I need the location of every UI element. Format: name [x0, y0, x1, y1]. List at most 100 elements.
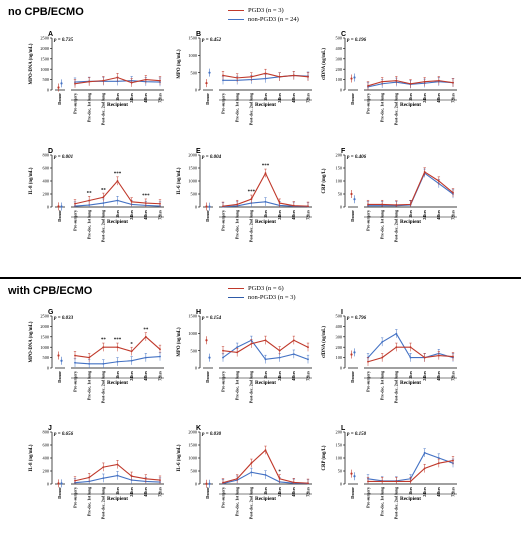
x-tick-label: 24hrs	[129, 93, 134, 103]
panel-letter: G	[48, 309, 54, 316]
significance-stars: ***	[262, 164, 270, 169]
x-tick-label: 3hrs	[115, 371, 120, 379]
series-point-pgd3	[88, 356, 91, 359]
series-point-pgd3	[102, 79, 105, 82]
series-point-pgd3	[144, 477, 147, 480]
section-title-no-cpb: no CPB/ECMO	[8, 6, 84, 18]
x-tick-label: 24hrs	[422, 93, 427, 103]
series-point-pgd3	[236, 477, 239, 480]
donor-point-non_pgd3	[353, 198, 356, 201]
significance-stars: **	[101, 338, 107, 343]
chart-panel-f: Fp = 0.406 0 50 100 150 200 CRP (mg/L) Donor Pre…	[322, 148, 457, 242]
series-point-pgd3	[292, 481, 295, 484]
y-tick-label: 50	[338, 192, 342, 197]
series-point-pgd3	[88, 199, 91, 202]
donor-point-non_pgd3	[60, 205, 63, 208]
x-tick-label: 3hrs	[263, 487, 268, 495]
series-point-pgd3	[395, 79, 398, 82]
series-point-pgd3	[222, 481, 224, 484]
x-tick-label: Post-dec. 2nd lung	[101, 210, 106, 242]
y-axis-label: IL-6 (ng/mL)	[177, 167, 182, 194]
y-tick-label: 500	[191, 469, 197, 474]
p-value-label: p = 0.735	[53, 38, 74, 43]
series-point-pgd3	[116, 346, 119, 349]
series-point-pgd3	[264, 72, 267, 75]
series-point-pgd3	[102, 346, 105, 349]
series-point-pgd3	[307, 346, 309, 349]
x-tick-label-donor: Donor	[205, 93, 210, 105]
x-tick-label: 72hrs	[157, 93, 162, 103]
x-tick-label: 3hrs	[408, 210, 413, 218]
series-point-non_pgd3	[144, 356, 147, 359]
series-point-pgd3	[395, 480, 398, 483]
y-tick-label: 1500	[188, 166, 197, 171]
series-point-pgd3	[116, 463, 119, 466]
legend-item-pgd3: PGD3 (n = 3)	[228, 6, 299, 15]
donor-point-non_pgd3	[353, 475, 356, 478]
series-point-pgd3	[159, 202, 161, 205]
x-tick-label: Pre-dec. 1st lung	[379, 371, 384, 400]
donor-point-non_pgd3	[60, 482, 63, 485]
panel-letter: H	[196, 309, 201, 316]
x-tick-label: Post-dec. 2nd lung	[394, 371, 399, 403]
series-point-pgd3	[116, 180, 119, 182]
y-tick-label: 500	[191, 348, 197, 353]
series-point-pgd3	[278, 202, 281, 205]
series-point-pgd3	[130, 200, 133, 203]
x-tick-label: Pre-dec. 1st lung	[86, 371, 91, 400]
x-tick-label: 48hrs	[291, 371, 296, 381]
series-point-pgd3	[437, 354, 440, 357]
x-tick-label: 24hrs	[277, 93, 282, 103]
y-axis-label: cfDNA (ng/mL)	[322, 48, 327, 80]
y-tick-label: 0	[195, 205, 197, 210]
x-tick-label: Post-dec. 2nd lung	[101, 93, 106, 125]
x-tick-label: 3hrs	[115, 487, 120, 495]
x-tick-label: Post-dec. 2nd lung	[249, 210, 254, 242]
y-tick-label: 0	[340, 366, 342, 371]
y-tick-label: 200	[336, 345, 342, 350]
p-value-label: p = 0.033	[53, 316, 74, 321]
series-point-non_pgd3	[159, 355, 161, 358]
y-tick-label: 2500	[40, 314, 49, 319]
y-tick-label: 500	[191, 70, 197, 75]
series-point-non_pgd3	[250, 471, 253, 474]
x-tick-label: Pre-surgery	[72, 210, 77, 231]
series-point-pgd3	[130, 81, 133, 84]
y-tick-label: 800	[43, 430, 49, 435]
y-axis-label: MPO-DNA (ng/mL)	[29, 43, 34, 84]
y-tick-label: 0	[195, 88, 197, 93]
donor-point-pgd3	[350, 77, 353, 80]
x-tick-label: 48hrs	[436, 487, 441, 497]
donor-point-non_pgd3	[60, 359, 63, 362]
series-point-pgd3	[395, 204, 398, 206]
x-tick-label: Post-dec. 2nd lung	[394, 210, 399, 242]
section-title-with-cpb: with CPB/ECMO	[8, 285, 93, 297]
x-tick-label: 72hrs	[157, 210, 162, 220]
series-point-non_pgd3	[222, 79, 224, 82]
x-tick-label: 72hrs	[157, 371, 162, 381]
series-point-pgd3	[367, 84, 369, 87]
x-tick-label-donor: Donor	[205, 210, 210, 222]
x-tick-label: 3hrs	[263, 371, 268, 379]
y-axis-label: MPO-DNA (ng/mL)	[29, 321, 34, 362]
series-point-pgd3	[236, 76, 239, 79]
series-point-non_pgd3	[381, 341, 384, 343]
y-tick-label: 2000	[188, 430, 197, 435]
chart-panel-a: Ap = 0.735 0 500 1000 1500 2000 2500 MPO-DNA (n…	[29, 31, 164, 125]
series-point-pgd3	[278, 477, 281, 480]
x-tick-label: Pre-dec. 1st lung	[234, 371, 239, 400]
legend-item-pgd3: PGD3 (n = 6)	[228, 284, 296, 293]
donor-point-non_pgd3	[208, 71, 211, 74]
y-tick-label: 300	[336, 334, 342, 339]
y-tick-label: 200	[43, 469, 49, 474]
series-point-pgd3	[102, 196, 105, 199]
recipient-label: Recipient	[255, 219, 276, 225]
legend-item-non-pgd3: non-PGD3 (n = 24)	[228, 15, 299, 24]
series-point-pgd3	[222, 205, 224, 208]
x-tick-label: Post-dec. 2nd lung	[249, 371, 254, 403]
x-tick-label: Pre-surgery	[365, 210, 370, 231]
y-tick-label: 150	[336, 166, 342, 171]
panel-letter: E	[196, 148, 201, 155]
series-point-non_pgd3	[278, 356, 281, 359]
x-tick-label: Pre-surgery	[220, 371, 225, 392]
